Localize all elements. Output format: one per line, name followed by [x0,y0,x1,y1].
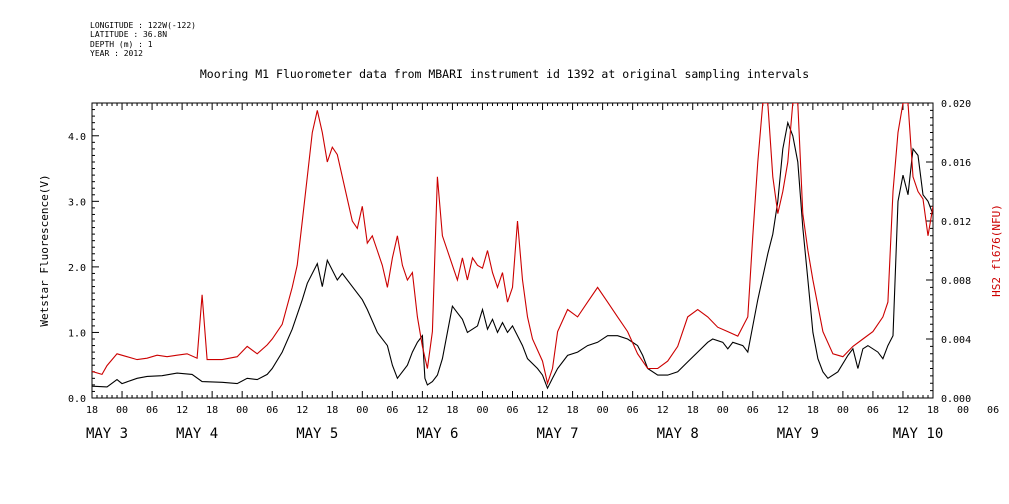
x-tick-label: 00 [717,405,729,416]
x-date-label: MAY 7 [536,426,578,442]
x-tick-label: 12 [537,405,549,416]
plot-frame [91,102,934,399]
x-tick-label: 18 [206,405,218,416]
x-tick-label: 18 [326,405,338,416]
x-tick-label: 12 [657,405,669,416]
x-date-label: MAY 10 [893,426,944,442]
y-right-tick-label: 0.016 [941,158,971,169]
y-right-tick-label: 0.020 [941,99,971,110]
y-left-tick-label: 4.0 [68,132,86,143]
depth-label: DEPTH (m) : 1 [90,39,153,49]
x-date-label: MAY 5 [296,426,338,442]
x-tick-label: 06 [146,405,158,416]
x-tick-label: 06 [506,405,518,416]
x-tick-label: 06 [266,405,278,416]
x-tick-label: 00 [837,405,849,416]
x-tick-label: 06 [627,405,639,416]
x-tick-label: 18 [687,405,699,416]
y-right-tick-label: 0.008 [941,276,971,287]
y-left-tick-label: 0.0 [68,394,86,405]
x-date-label: MAY 9 [777,426,819,442]
x-tick-label: 18 [567,405,579,416]
x-date-label: MAY 8 [657,426,699,442]
x-tick-label: 06 [987,405,999,416]
x-date-label: MAY 3 [86,426,128,442]
metadata-block: LONGITUDE : 122W(-122) LATITUDE : 36.8N … [90,21,196,58]
x-tick-label: 00 [597,405,609,416]
series-line-hs2 [92,103,933,386]
x-date-label: MAY 6 [416,426,458,442]
y-right-tick-label: 0.004 [941,335,971,346]
x-tick-label: 18 [927,405,939,416]
year-label: YEAR : 2012 [90,48,143,58]
x-tick-label: 06 [867,405,879,416]
y-left-tick-label: 1.0 [68,328,86,339]
x-tick-label: 06 [747,405,759,416]
chart-title: Mooring M1 Fluorometer data from MBARI i… [199,67,810,81]
y-left-tick-label: 3.0 [68,197,86,208]
y-right-tick-label: 0.000 [941,394,971,405]
x-tick-label: 12 [897,405,909,416]
x-tick-label: 12 [176,405,188,416]
x-tick-label: 12 [416,405,428,416]
series-line-wetstar [92,120,933,390]
x-tick-label: 00 [116,405,128,416]
x-tick-label: 12 [296,405,308,416]
x-date-label: MAY 4 [176,426,218,442]
x-tick-label: 12 [777,405,789,416]
x-tick-label: 06 [386,405,398,416]
x-tick-label: 00 [236,405,248,416]
y-right-tick-label: 0.012 [941,217,971,228]
y-left-tick-label: 2.0 [68,263,86,274]
longitude-label: LONGITUDE : 122W(-122) [90,21,196,30]
x-tick-label: 18 [807,405,819,416]
x-tick-label: 00 [957,405,969,416]
y-left-axis-label: Wetstar Fluorescence(V) [38,174,51,326]
x-tick-label: 00 [476,405,488,416]
x-tick-label: 18 [86,405,98,416]
x-tick-label: 00 [356,405,368,416]
latitude-label: LATITUDE : 36.8N [90,30,168,40]
x-tick-label: 18 [446,405,458,416]
y-right-axis-label: HS2 fl676(NFU) [990,204,1003,297]
